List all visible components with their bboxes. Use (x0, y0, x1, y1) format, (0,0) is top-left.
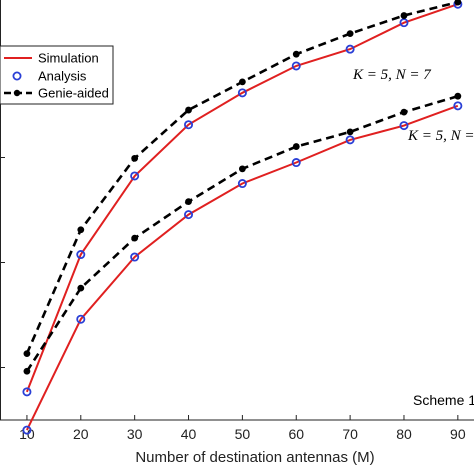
analysis-point (130, 252, 140, 262)
genie-aided-point (131, 234, 139, 242)
x-tick-label: 20 (73, 426, 89, 442)
x-tick-label: 30 (127, 426, 143, 442)
analysis-point (345, 44, 355, 54)
x-tick-label: 80 (396, 426, 412, 442)
genie-aided-point (23, 367, 31, 375)
genie-aided-point (23, 350, 31, 358)
series-line-simulation-n6 (26, 104, 459, 431)
analysis-point (184, 120, 194, 130)
genie-aided-point (77, 284, 85, 292)
x-tick-label: 70 (342, 426, 358, 442)
genie-aided-point (400, 108, 408, 116)
genie-aided-point (238, 78, 246, 86)
analysis-point (22, 387, 32, 397)
analysis-point (76, 250, 86, 260)
analysis-point (22, 425, 32, 435)
annotation-k5-n6: K = 5, N = (407, 128, 474, 144)
genie-aided-point (77, 226, 85, 234)
x-tick-label: 40 (181, 426, 197, 442)
legend-label: Analysis (38, 69, 87, 84)
analysis-point (76, 314, 86, 324)
x-tick-label: 50 (235, 426, 251, 442)
analysis-point (291, 61, 301, 71)
annotation-k5-n7: K = 5, N = 7 (352, 67, 432, 83)
genie-aided-point (454, 92, 462, 100)
analysis-point (237, 179, 247, 189)
genie-aided-point (346, 128, 354, 136)
analysis-point (291, 158, 301, 168)
series-line-simulation-n7 (25, 3, 459, 393)
genie-aided-point (400, 12, 408, 19)
analysis-point (130, 171, 140, 181)
analysis-point (399, 18, 409, 28)
legend-label: Simulation (38, 51, 99, 66)
analysis-point (237, 88, 247, 98)
analysis-point (345, 135, 355, 145)
legend-swatch-marker (12, 71, 22, 81)
series-layer (22, 0, 463, 435)
genie-aided-point (454, 0, 462, 6)
analysis-point (399, 121, 409, 131)
legend-swatch-marker (13, 89, 21, 97)
annotation-scheme: Scheme 1 (413, 392, 474, 408)
x-tick-label: 60 (288, 426, 304, 442)
genie-aided-point (292, 50, 300, 58)
genie-aided-point (185, 106, 192, 114)
annotations: K = 5, N = 7 K = 5, N = Scheme 1 (352, 67, 474, 408)
analysis-point (184, 210, 194, 220)
analysis-point (453, 101, 463, 111)
legend: Simulation Analysis Genie-aided (0, 45, 114, 105)
genie-aided-point (185, 198, 192, 206)
legend-label: Genie-aided (38, 86, 109, 101)
x-axis-label: Number of destination antennas (M) (135, 449, 374, 466)
genie-aided-point (238, 165, 246, 173)
genie-aided-point (292, 143, 300, 150)
x-tick-label: 90 (450, 426, 466, 442)
genie-aided-point (346, 30, 354, 37)
genie-aided-point (131, 154, 139, 162)
